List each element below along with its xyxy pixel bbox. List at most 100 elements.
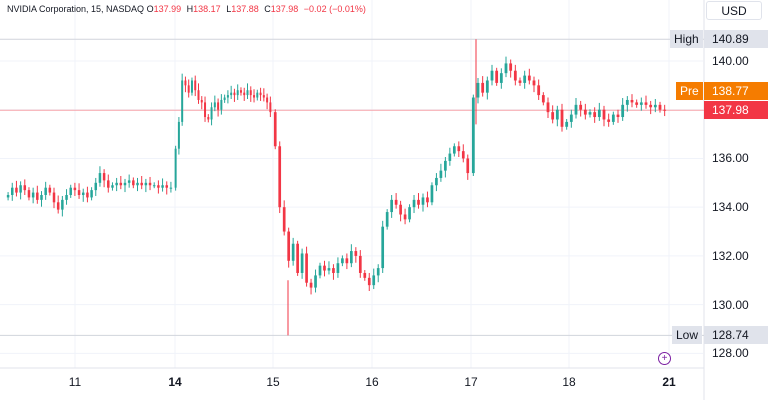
candle-body [476, 82, 480, 98]
candle-body [11, 187, 14, 195]
candle-body [583, 109, 587, 115]
x-tick-label: 17 [464, 375, 478, 389]
candle-body [69, 187, 72, 195]
candle-body [157, 185, 160, 188]
candle-body [390, 199, 393, 213]
low-badge-label: Low [672, 326, 703, 345]
candle-body [266, 97, 269, 103]
candle-body [115, 182, 118, 186]
candle-body [621, 104, 625, 118]
candle-body [597, 109, 601, 118]
candle-body [161, 185, 164, 188]
candle-body [259, 92, 262, 96]
candle-body [119, 182, 123, 186]
candle-body [249, 90, 252, 96]
candle-body [278, 146, 282, 208]
candle-body [233, 92, 236, 96]
candle-body [177, 121, 180, 149]
candle-body [44, 187, 47, 195]
candle-body [226, 95, 229, 98]
candle-body [408, 207, 411, 220]
candle-body [560, 109, 564, 127]
candle-body [111, 185, 114, 188]
open-label: O [146, 4, 154, 14]
candle-body [184, 80, 187, 86]
candle-body [588, 112, 592, 115]
y-tick-label: 134.00 [712, 200, 749, 215]
close-value: 137.98 [270, 4, 299, 14]
candle-body [236, 90, 239, 96]
reference-lines [0, 38, 704, 336]
candle-body [15, 187, 18, 193]
candle-body [23, 185, 27, 191]
candle-body [532, 80, 536, 86]
candle-body [323, 265, 326, 271]
candle-body [461, 151, 465, 159]
currency-button[interactable]: USD [706, 1, 762, 20]
candle-body [579, 104, 583, 110]
candle-body [611, 114, 615, 122]
candle-body [644, 102, 648, 105]
candle-body [269, 102, 272, 113]
candle-body [282, 207, 286, 232]
candle-body [77, 190, 81, 195]
candle-body [630, 99, 634, 103]
candle-body [210, 107, 213, 120]
candle-body [19, 185, 22, 193]
candle-body [653, 104, 657, 108]
close-label: C [264, 4, 271, 14]
candle-body [358, 255, 362, 273]
candle-body [36, 192, 39, 200]
high-value: 138.17 [193, 4, 221, 14]
candle-body [296, 243, 299, 273]
y-tick-label: 136.00 [712, 151, 749, 166]
candle-body [537, 85, 541, 96]
candle-body [426, 197, 429, 203]
candle-body [639, 102, 643, 105]
candle-body [305, 253, 308, 283]
plus-circle-icon[interactable]: + [658, 352, 671, 365]
candle-body [102, 173, 106, 181]
candle-body [466, 158, 470, 174]
candle-body [565, 121, 569, 127]
candle-body [412, 199, 416, 208]
candle-body [190, 80, 193, 93]
candle-body [194, 80, 197, 91]
candle-body [40, 195, 43, 200]
x-tick-label: 21 [662, 375, 676, 389]
candle-body [555, 109, 559, 120]
candle-body [291, 243, 295, 261]
candle-body [439, 170, 443, 178]
candle-body [140, 182, 143, 186]
candle-body [509, 63, 513, 71]
candle-body [31, 192, 35, 198]
candle-body [314, 275, 317, 288]
candle-body [52, 192, 56, 203]
candle-body [169, 187, 173, 189]
candle-body [6, 195, 10, 198]
candle-body [127, 180, 131, 183]
candle-body [327, 268, 331, 271]
candle-body [332, 268, 335, 273]
candle-body [523, 75, 527, 83]
candle-body [336, 263, 340, 273]
candle-body [448, 153, 452, 161]
low-badge-value: 128.74 [704, 326, 768, 345]
candle-body [132, 180, 135, 186]
candle-body [123, 182, 127, 186]
candle-body [318, 265, 322, 276]
high-badge-value: 140.89 [704, 30, 768, 49]
candle-body [86, 192, 89, 198]
x-tick-label: 18 [562, 375, 576, 389]
candle-body [61, 199, 64, 210]
candle-body [220, 99, 223, 110]
candle-body [403, 214, 407, 220]
candle-body [625, 99, 629, 105]
high-label: H [186, 4, 194, 14]
candle-body [256, 92, 259, 98]
candle-body [354, 251, 358, 256]
symbol-legend: NVIDIA Corporation, 15, NASDAQ O137.99 H… [7, 4, 369, 14]
candle-body [144, 182, 148, 186]
